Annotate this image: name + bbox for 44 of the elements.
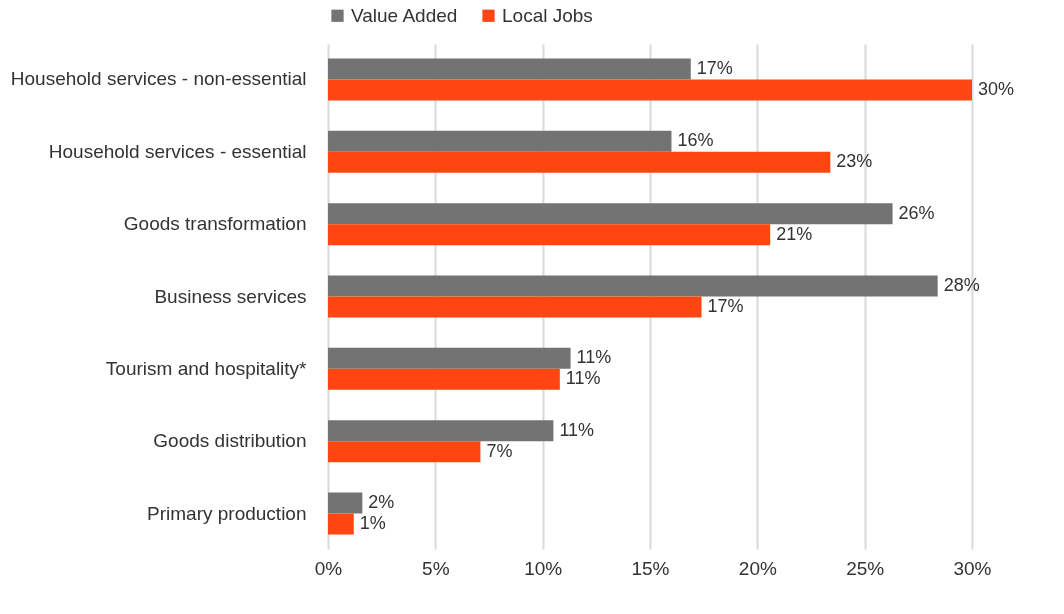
- data-label: 2%: [368, 492, 395, 513]
- data-label: 11%: [565, 368, 601, 389]
- y-tick-label: Goods distribution: [153, 430, 307, 452]
- data-label: 28%: [943, 275, 980, 296]
- y-tick-label: Tourism and hospitality*: [105, 357, 308, 379]
- data-label: 26%: [898, 202, 935, 223]
- data-label: 7%: [486, 440, 513, 461]
- bar: [328, 513, 354, 535]
- bar: [328, 347, 571, 369]
- data-label: 30%: [978, 78, 1015, 99]
- bar: [328, 492, 363, 514]
- x-tick-label: 15%: [631, 557, 670, 579]
- bar: [328, 224, 771, 246]
- x-tick-label: 20%: [738, 557, 777, 579]
- data-label: 11%: [559, 419, 595, 440]
- bar: [328, 441, 481, 463]
- bar: [328, 368, 560, 390]
- x-tick-label: 10%: [524, 557, 563, 579]
- data-label: 23%: [836, 151, 873, 172]
- y-tick-label: Household services - non-essential: [10, 68, 307, 90]
- data-label: 21%: [776, 223, 813, 244]
- data-label: 17%: [696, 57, 733, 78]
- legend-label: Value Added: [351, 4, 458, 26]
- bar: [328, 151, 831, 173]
- data-label: 17%: [707, 295, 744, 316]
- bar: [328, 58, 691, 80]
- data-label: 16%: [677, 130, 714, 151]
- y-tick-label: Business services: [154, 285, 307, 307]
- data-label: 1%: [359, 513, 386, 534]
- x-tick-label: 25%: [846, 557, 885, 579]
- y-tick-label: Goods transformation: [123, 213, 307, 235]
- bar: [328, 420, 554, 442]
- y-tick-label: Household services - essential: [48, 140, 307, 162]
- bar: [328, 79, 972, 101]
- x-tick-label: 0%: [314, 557, 343, 579]
- y-tick-label: Primary production: [147, 502, 307, 524]
- bar: [328, 130, 672, 152]
- data-label: 11%: [576, 347, 612, 368]
- bar: [328, 296, 702, 318]
- bar: [328, 203, 893, 225]
- bar: [328, 275, 938, 297]
- x-tick-label: 30%: [953, 557, 992, 579]
- legend-label: Local Jobs: [502, 4, 593, 26]
- x-tick-label: 5%: [422, 557, 450, 579]
